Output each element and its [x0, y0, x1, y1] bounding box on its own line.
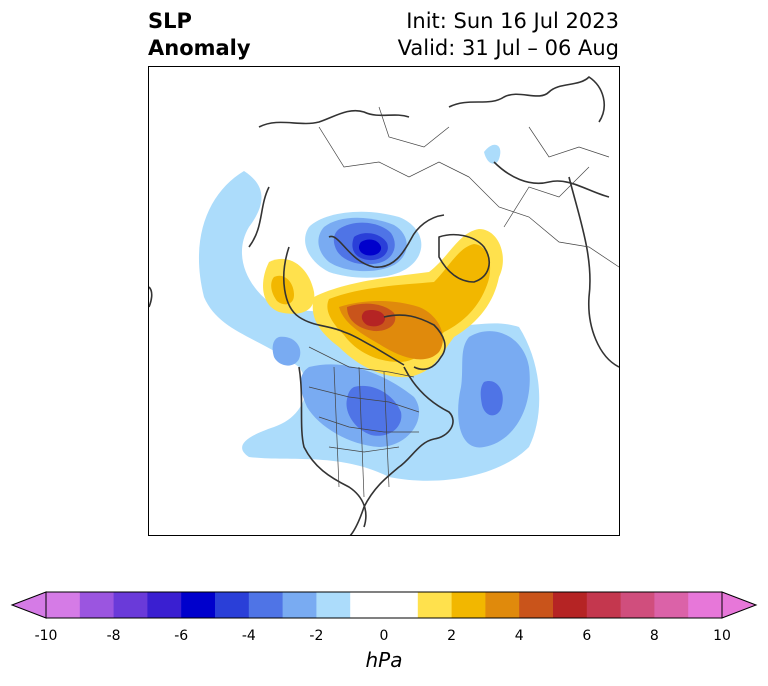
colorbar-tick-label: 4 — [514, 628, 524, 644]
colorbar-tick-label: 2 — [447, 628, 457, 644]
colorbar-segment — [485, 592, 520, 618]
colorbar-segment — [519, 592, 554, 618]
colorbar-segment — [46, 592, 81, 618]
map-title: SLP Anomaly — [148, 8, 251, 62]
colorbar-segment — [451, 592, 486, 618]
init-date: Init: Sun 16 Jul 2023 — [406, 9, 619, 33]
colorbar-segment — [282, 592, 317, 618]
colorbar-units: hPa — [365, 648, 403, 672]
country-borders — [308, 106, 619, 498]
colorbar-tick-label: 6 — [582, 628, 592, 644]
title-line-1: SLP — [148, 9, 192, 33]
colorbar-segment — [384, 592, 419, 618]
title-line-2: Anomaly — [148, 36, 251, 60]
colorbar-segment — [316, 592, 351, 618]
colorbar-segment — [553, 592, 588, 618]
colorbar-tick-label: 10 — [713, 628, 731, 644]
colorbar-segment — [586, 592, 622, 618]
colorbar-segment — [417, 592, 453, 618]
colorbar-segment — [79, 592, 115, 618]
colorbar-segment — [147, 592, 182, 618]
colorbar-tick-label: -10 — [34, 628, 58, 644]
colorbar-segment — [113, 592, 148, 618]
colorbar-tick-label: -6 — [174, 628, 189, 644]
colorbar-segment — [620, 592, 655, 618]
anomaly-fill-deep-blue — [352, 233, 388, 261]
colorbar-tick-label: -8 — [106, 628, 121, 644]
colorbar-extend-left — [10, 591, 47, 619]
forecast-info: Init: Sun 16 Jul 2023 Valid: 31 Jul – 06… — [398, 8, 619, 62]
colorbar-segments — [46, 592, 723, 618]
coastlines — [149, 76, 619, 535]
slp-anomaly-map — [148, 66, 620, 536]
colorbar — [10, 591, 758, 619]
colorbar-segment — [215, 592, 250, 618]
colorbar-tick-label: 8 — [649, 628, 659, 644]
map-canvas — [149, 76, 619, 535]
colorbar-segment — [688, 592, 723, 618]
colorbar-tick-label: -2 — [309, 628, 324, 644]
colorbar-extend-right — [721, 591, 758, 619]
colorbar-segment — [181, 592, 216, 618]
colorbar-tick-label: 0 — [379, 628, 389, 644]
valid-range: Valid: 31 Jul – 06 Aug — [397, 36, 619, 60]
colorbar-outline — [45, 591, 723, 619]
colorbar-segment — [350, 592, 385, 618]
colorbar-segment — [248, 592, 284, 618]
anomaly-fill-dark-red — [361, 309, 385, 327]
colorbar-segment — [654, 592, 689, 618]
colorbar-tick-label: -4 — [241, 628, 256, 644]
